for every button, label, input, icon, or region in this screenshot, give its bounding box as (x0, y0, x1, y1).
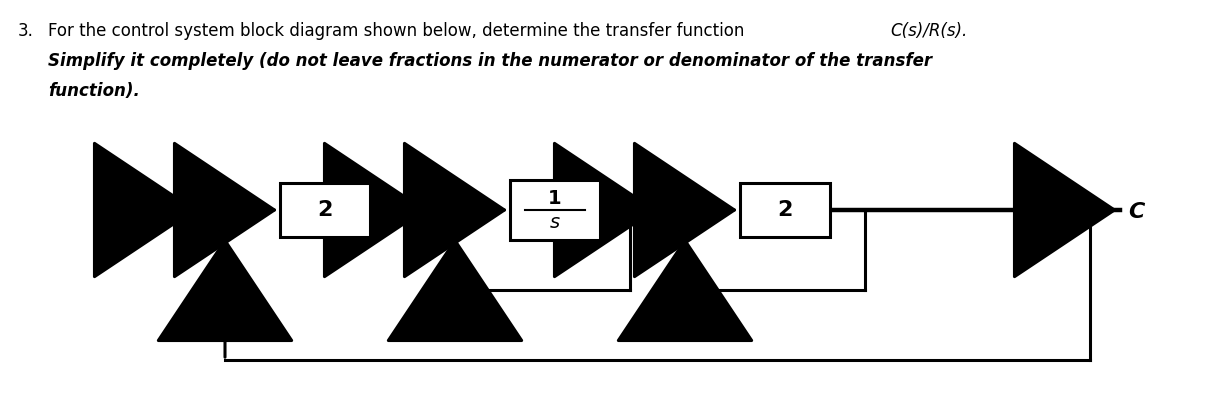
Text: 2: 2 (777, 200, 793, 220)
Text: For the control system block diagram shown below, determine the transfer functio: For the control system block diagram sho… (47, 22, 749, 40)
Text: +: + (415, 190, 427, 205)
Bar (280, 183, 370, 237)
Text: −: − (674, 236, 688, 254)
Text: 2: 2 (317, 200, 333, 220)
Text: −: − (214, 236, 227, 254)
Text: 3.: 3. (18, 22, 34, 40)
Bar (510, 180, 599, 240)
Text: s: s (550, 213, 561, 232)
Text: 1: 1 (548, 189, 562, 209)
Bar (741, 183, 831, 237)
Text: C: C (1128, 202, 1144, 222)
Text: −: − (444, 236, 458, 254)
Text: Simplify it completely (do not leave fractions in the numerator or denominator o: Simplify it completely (do not leave fra… (47, 52, 933, 70)
Text: +: + (644, 190, 657, 205)
Text: function).: function). (47, 82, 140, 100)
Text: +: + (185, 190, 197, 205)
Text: C(s)/R(s).: C(s)/R(s). (890, 22, 967, 40)
Text: R: R (111, 202, 128, 222)
